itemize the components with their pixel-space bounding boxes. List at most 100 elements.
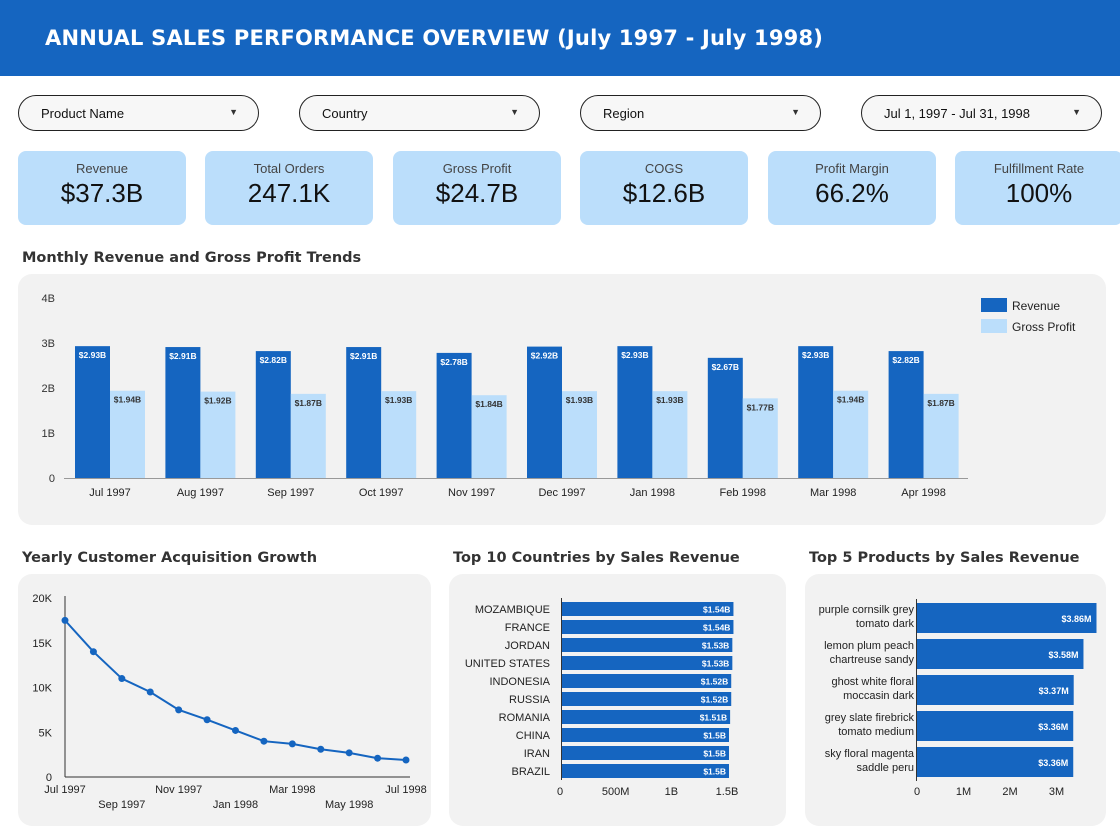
gross-profit-bar bbox=[471, 395, 507, 478]
gross-profit-bar bbox=[200, 391, 236, 478]
acquisition-point bbox=[61, 616, 69, 624]
kpi-card-total-orders: Total Orders 247.1K bbox=[205, 151, 373, 225]
product-label-line: tomato medium bbox=[838, 726, 914, 738]
monthly-trends-chart: 0 1B 2B 3B 4B $2.93B $1.94B Jul 1997 $2.91B $1.92… bbox=[42, 293, 1076, 499]
monthly-trends-title: Monthly Revenue and Gross Profit Trends bbox=[22, 250, 362, 266]
revenue-data-label: $2.67B bbox=[712, 362, 739, 372]
y-tick-label: 20K bbox=[32, 593, 52, 605]
country-label: RUSSIA bbox=[509, 694, 551, 706]
acquisition-line bbox=[64, 619, 407, 761]
x-tick-label: 0 bbox=[914, 786, 920, 798]
top-countries-chart: MOZAMBIQUE $1.54B FRANCE $1.54B JORDAN $1.53B… bbox=[465, 598, 739, 798]
x-tick-label: Jan 1998 bbox=[630, 487, 675, 499]
product-name-filter-label: Product Name bbox=[41, 106, 125, 121]
acquisition-point bbox=[260, 737, 268, 745]
gross-profit-bar bbox=[290, 393, 326, 478]
revenue-bar bbox=[75, 346, 110, 478]
dashboard-header: ANNUAL SALES PERFORMANCE OVERVIEW (July … bbox=[0, 0, 1120, 76]
kpi-title: COGS bbox=[644, 161, 684, 176]
revenue-bar bbox=[617, 346, 653, 478]
x-tick-label: Mar 1998 bbox=[269, 784, 315, 796]
kpi-value: 66.2% bbox=[815, 178, 889, 208]
product-data-label: $3.37M bbox=[1039, 686, 1069, 696]
gross-profit-data-label: $1.93B bbox=[656, 395, 683, 405]
country-filter[interactable]: Country ▼ bbox=[299, 95, 540, 131]
country-label: BRAZIL bbox=[511, 766, 550, 778]
x-tick-label: Sep 1997 bbox=[267, 487, 314, 499]
kpi-title: Profit Margin bbox=[815, 161, 889, 176]
revenue-bar bbox=[707, 357, 743, 478]
kpi-title: Revenue bbox=[75, 161, 129, 176]
product-bar bbox=[917, 639, 1084, 669]
kpi-value: $12.6B bbox=[622, 178, 706, 208]
kpi-value: $37.3B bbox=[60, 178, 144, 208]
product-label-line: chartreuse sandy bbox=[830, 654, 915, 666]
acquisition-point bbox=[203, 716, 211, 724]
product-data-label: $3.36M bbox=[1038, 722, 1068, 732]
region-filter[interactable]: Region ▼ bbox=[580, 95, 821, 131]
customer-acquisition-title: Yearly Customer Acquisition Growth bbox=[22, 550, 318, 566]
y-tick-label: 0 bbox=[49, 473, 55, 485]
acquisition-point bbox=[232, 726, 239, 734]
country-label: CHINA bbox=[516, 730, 551, 742]
product-label-line: lemon plum peach bbox=[824, 640, 914, 652]
x-tick-label: Dec 1997 bbox=[538, 487, 585, 499]
country-label: INDONESIA bbox=[489, 676, 550, 688]
country-data-label: $1.5B bbox=[703, 767, 726, 777]
kpi-title: Gross Profit bbox=[442, 161, 512, 176]
x-tick-label: May 1998 bbox=[325, 799, 373, 811]
x-tick-label: 0 bbox=[557, 786, 563, 798]
y-tick-label: 10K bbox=[32, 683, 52, 695]
country-label: IRAN bbox=[524, 748, 550, 760]
y-tick-label: 2B bbox=[42, 383, 55, 395]
gross-profit-data-label: $1.93B bbox=[566, 395, 593, 405]
gross-profit-bar bbox=[833, 390, 869, 478]
top-products-title: Top 5 Products by Sales Revenue bbox=[809, 550, 1080, 566]
country-data-label: $1.52B bbox=[701, 695, 728, 705]
customer-acquisition-panel: 0 5K 10K 15K 20K Jul 1997 Nov 1997 Mar 1998 Jul … bbox=[18, 574, 431, 826]
gross-profit-bar bbox=[923, 393, 959, 478]
country-bar bbox=[562, 746, 729, 760]
gross-profit-bar bbox=[381, 391, 417, 478]
x-tick-label: 500M bbox=[602, 786, 630, 798]
x-tick-label: Jan 1998 bbox=[213, 799, 258, 811]
kpi-card-revenue: Revenue $37.3B bbox=[18, 151, 186, 225]
gross-profit-data-label: $1.87B bbox=[295, 398, 322, 408]
x-tick-label: Nov 1997 bbox=[155, 784, 202, 796]
x-tick-label: Apr 1998 bbox=[901, 487, 946, 499]
revenue-data-label: $2.91B bbox=[169, 351, 196, 361]
x-tick-label: Sep 1997 bbox=[98, 799, 145, 811]
top-products-chart: purple cornsilk grey tomato dark $3.86M lem… bbox=[819, 599, 1097, 798]
kpi-card-fulfillment-rate: Fulfillment Rate 100% bbox=[955, 151, 1120, 225]
customer-acquisition-chart: 0 5K 10K 15K 20K Jul 1997 Nov 1997 Mar 1998 Jul … bbox=[32, 593, 426, 811]
country-bar bbox=[562, 710, 731, 724]
acquisition-point bbox=[288, 740, 296, 748]
country-bar bbox=[562, 620, 734, 634]
revenue-bar bbox=[346, 347, 382, 478]
country-data-label: $1.52B bbox=[701, 677, 728, 687]
x-tick-label: 1.5B bbox=[716, 786, 739, 798]
revenue-bar bbox=[255, 351, 291, 478]
revenue-bar bbox=[527, 346, 562, 478]
acquisition-point bbox=[175, 706, 183, 714]
revenue-data-label: $2.93B bbox=[621, 350, 648, 360]
monthly-trends-panel: 0 1B 2B 3B 4B $2.93B $1.94B Jul 1997 $2.91B $1.92… bbox=[18, 274, 1106, 525]
revenue-bar bbox=[165, 347, 201, 478]
gross-profit-data-label: $1.94B bbox=[114, 395, 141, 405]
country-data-label: $1.5B bbox=[703, 749, 726, 759]
country-label: MOZAMBIQUE bbox=[475, 604, 550, 616]
legend-label-revenue: Revenue bbox=[1012, 299, 1060, 313]
kpi-value: 100% bbox=[1005, 178, 1073, 208]
x-tick-label: 1M bbox=[956, 786, 971, 798]
product-name-filter[interactable]: Product Name ▼ bbox=[18, 95, 259, 131]
kpi-card-gross-profit: Gross Profit $24.7B bbox=[393, 151, 561, 225]
x-tick-label: Jul 1997 bbox=[89, 487, 131, 499]
x-tick-label: 2M bbox=[1002, 786, 1017, 798]
gross-profit-bar bbox=[562, 391, 597, 478]
y-tick-label: 4B bbox=[42, 293, 55, 305]
gross-profit-data-label: $1.84B bbox=[475, 399, 502, 409]
date-range-filter[interactable]: Jul 1, 1997 - Jul 31, 1998 ▼ bbox=[861, 95, 1102, 131]
y-tick-label: 5K bbox=[39, 727, 53, 739]
product-label-line: ghost white floral bbox=[831, 676, 914, 688]
legend-swatch-gross-profit bbox=[981, 319, 1007, 333]
